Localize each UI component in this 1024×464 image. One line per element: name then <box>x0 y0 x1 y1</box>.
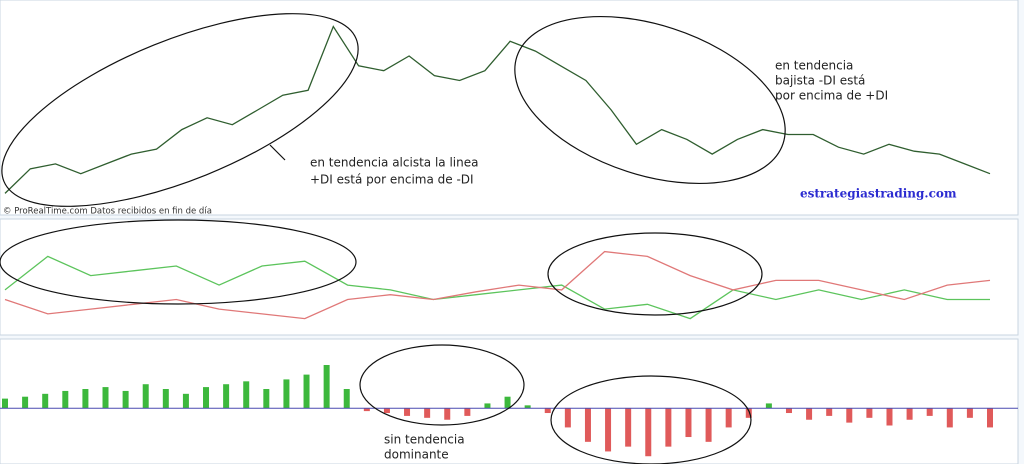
histogram-bar <box>886 408 893 426</box>
histogram-bar <box>383 408 390 414</box>
histogram-bar <box>62 390 69 409</box>
histogram-bar <box>665 408 672 447</box>
histogram-bar <box>625 408 632 447</box>
histogram-bar <box>303 374 310 409</box>
histogram-bar <box>564 408 571 428</box>
annotation: bajista -DI está <box>775 74 865 88</box>
annotation-loop <box>514 15 786 185</box>
histogram-bar <box>323 365 330 409</box>
histogram-bar <box>906 408 913 420</box>
annotation-loop <box>547 232 763 316</box>
annotation: en tendencia alcista la linea <box>310 156 478 170</box>
annotation: dominante <box>384 448 449 462</box>
series-line <box>4 250 991 320</box>
histogram-bar <box>584 408 591 442</box>
histogram-bar <box>2 398 8 409</box>
annotation: sin tendencia <box>384 433 465 447</box>
histogram-bar <box>524 405 531 409</box>
di-panel <box>0 218 1019 336</box>
watermark: estrategiastrading.com <box>800 187 957 201</box>
histogram-bar <box>765 403 772 409</box>
histogram-bar <box>504 396 511 409</box>
histogram-bar <box>203 387 210 409</box>
histogram-bar <box>544 408 551 414</box>
histogram-bar <box>926 408 933 416</box>
histogram-bar <box>444 408 451 420</box>
histogram-bar <box>182 393 189 409</box>
annotation-loop <box>550 375 752 464</box>
histogram-bar <box>283 379 290 409</box>
histogram-bar <box>22 396 29 409</box>
histogram-bar <box>484 403 491 409</box>
histogram-bar <box>162 389 169 409</box>
price-panel <box>0 0 1019 216</box>
annotation: en tendencia <box>775 59 853 73</box>
histogram-bar <box>363 408 370 412</box>
histogram-bar <box>343 389 350 409</box>
annotation: +DI está por encima de -DI <box>310 173 474 187</box>
histogram-bar <box>102 387 109 409</box>
histogram-bar <box>645 408 652 457</box>
histogram-bar <box>866 408 873 418</box>
histogram-bar <box>685 408 692 438</box>
annotation-loop <box>359 344 525 426</box>
annotation: por encima de +DI <box>775 89 888 103</box>
annotation-loop <box>1 13 359 207</box>
histogram-bar <box>745 408 752 418</box>
series-line <box>4 255 990 320</box>
histogram-bar <box>705 408 712 442</box>
histogram-bar <box>243 381 250 409</box>
histogram-bar <box>82 389 89 409</box>
histogram-bar <box>826 408 833 416</box>
histogram-bar <box>785 408 792 414</box>
histogram-bar <box>122 390 129 409</box>
annotation-pointer <box>269 144 286 161</box>
histogram-bar <box>605 408 612 452</box>
histogram-bar <box>987 408 993 428</box>
histogram-bar <box>464 408 471 416</box>
histogram-bar <box>142 384 149 409</box>
credit: © ProRealTime.com Datos recibidos en fin… <box>3 207 212 217</box>
histogram-bar <box>223 384 230 409</box>
annotation-loop <box>0 219 357 305</box>
histogram-bar <box>846 408 853 423</box>
histogram-bar <box>42 393 49 409</box>
histogram-bar <box>424 408 431 418</box>
histogram-bar <box>966 408 973 418</box>
histogram-bar <box>263 389 270 409</box>
histogram-bar <box>946 408 953 428</box>
histogram-bar <box>725 408 732 428</box>
histogram-bar <box>404 408 411 416</box>
histogram-bar <box>806 408 813 420</box>
series-line <box>4 25 991 194</box>
